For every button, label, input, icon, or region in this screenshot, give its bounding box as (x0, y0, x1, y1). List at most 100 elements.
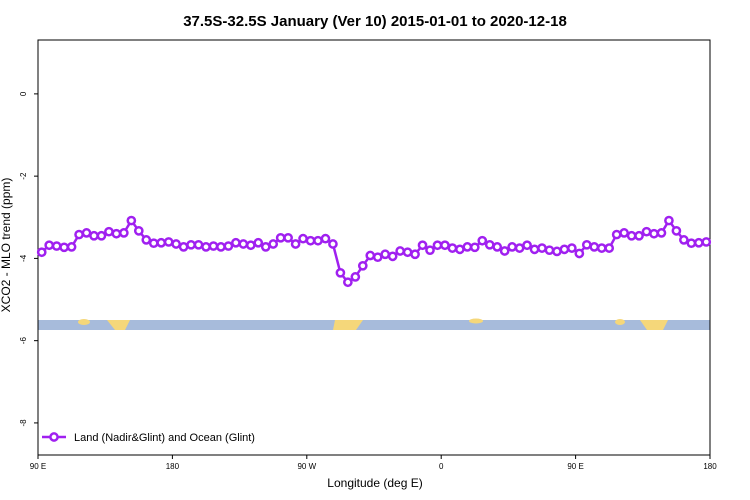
data-point (89, 230, 99, 241)
land (78, 319, 90, 325)
data-point (469, 242, 480, 253)
data-point (51, 241, 62, 251)
data-point (44, 240, 55, 251)
data-point (178, 242, 189, 252)
data-point (619, 228, 629, 238)
x-axis-title: Longitude (deg E) (327, 476, 422, 490)
data-point (402, 247, 413, 258)
data-point (171, 239, 181, 249)
chart-title: 37.5S-32.5S January (Ver 10) 2015-01-01 … (183, 13, 567, 30)
plot-frame (37, 39, 711, 456)
data-point (410, 249, 420, 260)
data-point (380, 249, 391, 260)
data-point (365, 250, 376, 261)
y-tick-label: -2 (19, 172, 28, 180)
data-point (372, 252, 383, 263)
data-point (455, 244, 465, 255)
data-point (425, 245, 435, 256)
data-point (343, 277, 353, 288)
data-point (559, 244, 570, 255)
x-tick-label: 180 (166, 462, 180, 471)
data-point (201, 242, 211, 252)
data-point (156, 237, 167, 248)
data-point (238, 239, 249, 249)
data-point (290, 239, 301, 249)
data-point (626, 230, 637, 241)
data-point (260, 242, 271, 252)
data-point (36, 247, 47, 258)
map-strip (38, 318, 710, 330)
x-tick-label: 90 W (297, 462, 316, 471)
data-point (313, 235, 323, 246)
data-point (275, 232, 286, 243)
data-point (507, 242, 517, 252)
data-point (163, 237, 174, 247)
y-axis-title: XCO2 - MLO trend (ppm) (0, 178, 13, 313)
y-tick-label: -8 (19, 419, 28, 427)
data-point (335, 267, 346, 278)
data-point (417, 240, 428, 251)
data-point (522, 240, 532, 251)
data-point (656, 228, 667, 238)
x-tick-label: 0 (439, 462, 444, 471)
land (640, 320, 668, 330)
data-point (268, 239, 279, 249)
data-point (74, 229, 84, 240)
data-point (574, 248, 585, 259)
ocean (38, 320, 710, 330)
data-point (253, 237, 264, 248)
land (469, 318, 483, 324)
data-point (298, 233, 308, 244)
x-tick-label: 90 E (30, 462, 46, 471)
x-tick-label: 90 E (567, 462, 583, 471)
data-point (133, 225, 144, 236)
data-point (552, 246, 562, 257)
data-point (320, 233, 331, 244)
data-point (462, 242, 473, 252)
x-tick-label: 180 (703, 462, 717, 471)
data-point (66, 242, 77, 252)
data-point (492, 242, 503, 252)
data-point (141, 235, 152, 245)
data-point (216, 242, 226, 252)
land (333, 320, 363, 330)
data-point (641, 226, 652, 237)
data-point (328, 239, 338, 249)
data-point (387, 251, 398, 262)
legend-marker (49, 432, 59, 442)
data-point (499, 246, 510, 256)
data-point (477, 235, 488, 246)
data-point (447, 243, 458, 253)
y-tick-label: 0 (19, 91, 28, 96)
data-point (148, 238, 159, 249)
data-point (245, 240, 256, 251)
data-point (111, 228, 122, 239)
data-point (96, 230, 107, 241)
data-point (283, 232, 293, 243)
data-point (484, 239, 495, 250)
data-point (395, 246, 405, 256)
data-point (305, 235, 316, 246)
data-point (634, 230, 644, 241)
data-point (544, 245, 555, 256)
data-point (596, 243, 607, 253)
data-point (679, 235, 689, 245)
data-point (664, 215, 674, 226)
data-point (104, 226, 114, 237)
data-point (567, 243, 577, 253)
data-point (126, 215, 137, 226)
data-point (59, 242, 69, 253)
data-point (537, 243, 547, 253)
data-point (440, 240, 450, 251)
data-point (701, 237, 712, 247)
data-point (223, 241, 234, 251)
data-point (119, 228, 129, 238)
data-point (693, 237, 704, 248)
data-point (357, 260, 368, 271)
land (615, 319, 625, 325)
data-point (686, 238, 697, 249)
data-point (514, 243, 525, 253)
data-point (81, 228, 92, 238)
data-point (432, 240, 443, 251)
